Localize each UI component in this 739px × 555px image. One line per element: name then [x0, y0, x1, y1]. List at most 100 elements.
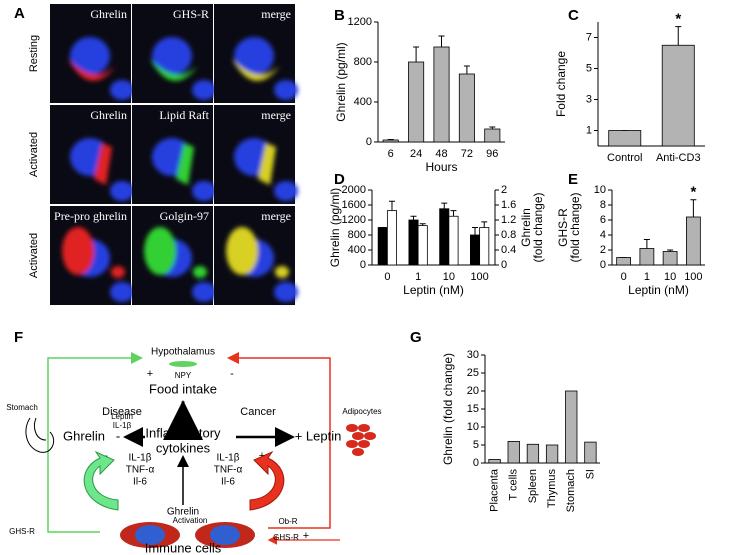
y-tick-label: 1200 — [348, 16, 372, 28]
y-tick-label: 400 — [348, 244, 366, 256]
image-label: Golgin-97 — [160, 209, 209, 223]
adipocytes-icon — [346, 424, 376, 456]
axis-label: (fold change) — [568, 192, 582, 262]
image-label: merge — [261, 108, 291, 122]
y-tick-label: 7 — [586, 31, 592, 43]
error-bar — [463, 65, 470, 74]
x-axis-label: Leptin (nM) — [628, 283, 689, 297]
x-tick-label: 100 — [684, 271, 702, 283]
arrow — [227, 352, 331, 529]
x-tick-label: 1 — [415, 271, 421, 283]
label: Immune cells — [145, 540, 222, 555]
curved-arrow — [249, 450, 285, 511]
y-tick-label: 5 — [586, 62, 592, 74]
bar — [686, 216, 701, 266]
bar — [469, 234, 481, 266]
bar — [584, 441, 597, 464]
image-label: Ghrelin — [90, 7, 127, 21]
y-tick-label: 400 — [354, 96, 372, 108]
label: + — [147, 368, 153, 380]
x-tick-label: Stomach — [565, 469, 577, 512]
cells — [150, 37, 216, 100]
nucleus — [192, 80, 216, 100]
stain — [258, 143, 276, 185]
label: Stomach — [6, 403, 38, 412]
panel-letter: C — [568, 7, 579, 24]
y2-tick-label: 0 — [501, 259, 507, 271]
cells — [152, 138, 216, 201]
bar — [484, 128, 501, 143]
error-bar — [675, 26, 682, 46]
panel-letter: F — [14, 329, 23, 346]
cells — [70, 138, 134, 201]
x-tick-label: Thymus — [546, 469, 558, 509]
axis-label: Ghrelin (pg/ml) — [328, 188, 342, 267]
bar — [479, 227, 490, 266]
bar — [608, 130, 642, 147]
y-tick-label: 2 — [600, 244, 606, 256]
panel-f: Hypothalamus NPY Food intake - + - Disea… — [6, 347, 381, 555]
bar — [507, 440, 520, 464]
stain — [62, 227, 94, 275]
bar — [616, 257, 632, 266]
nucleus — [135, 525, 165, 545]
annotation: * — [675, 11, 681, 28]
y-tick-label: 6 — [600, 214, 606, 226]
label: - — [230, 368, 234, 380]
label: NPY — [175, 371, 192, 380]
y-tick-label: 3 — [586, 93, 592, 105]
x-tick-label: 48 — [435, 148, 447, 160]
x-tick-label: T cells — [508, 469, 520, 501]
panel-letter: G — [410, 329, 422, 346]
bar — [377, 227, 388, 266]
error-bar — [441, 202, 448, 209]
bar — [439, 208, 450, 266]
label: Disease — [102, 406, 142, 418]
axis-label: Fold change — [554, 51, 568, 117]
y-tick-label: 0 — [473, 457, 479, 469]
y-tick-label: 0 — [360, 259, 366, 271]
y-tick-label: 800 — [348, 229, 366, 241]
row-label: Activated — [28, 132, 40, 177]
nucleus — [210, 525, 240, 545]
y-tick-label: 20 — [467, 385, 479, 397]
image-label: GHS-R — [173, 7, 209, 21]
error-bar — [450, 210, 457, 217]
label: TNF-α — [214, 465, 243, 476]
y-tick-label: 1 — [586, 124, 592, 136]
y-tick-label: 25 — [467, 367, 479, 379]
label: - — [181, 393, 185, 408]
y-tick-label: 0 — [600, 259, 606, 271]
error-bar — [690, 199, 697, 217]
error-bar — [472, 227, 479, 235]
nucleus — [70, 37, 110, 75]
y2-tick-label: 0.4 — [501, 244, 516, 256]
bar — [382, 139, 399, 143]
label: Food intake — [149, 381, 217, 396]
nucleus — [274, 181, 298, 201]
x-tick-label: SI — [584, 469, 596, 479]
x-tick-label: 10 — [443, 271, 455, 283]
x-axis-label: Hours — [425, 160, 457, 174]
bar — [526, 443, 540, 464]
stain — [226, 227, 258, 275]
label: Ob-R — [278, 517, 297, 526]
nucleus — [110, 282, 134, 302]
nucleus — [152, 37, 192, 75]
label: + — [303, 530, 309, 542]
panel-letter: B — [334, 7, 345, 24]
stain — [176, 143, 194, 185]
y-tick-label: 1200 — [342, 214, 366, 226]
stain — [150, 59, 198, 81]
image-label: merge — [261, 7, 291, 21]
label: - — [104, 450, 108, 462]
label: Hypothalamus — [151, 347, 215, 358]
label: IL-1β — [113, 421, 132, 430]
stain — [275, 266, 289, 278]
row-label: Activated — [28, 233, 40, 278]
stain — [144, 227, 176, 275]
bar — [545, 444, 559, 464]
stomach-icon — [25, 417, 55, 453]
x-tick-label: 24 — [410, 148, 422, 160]
